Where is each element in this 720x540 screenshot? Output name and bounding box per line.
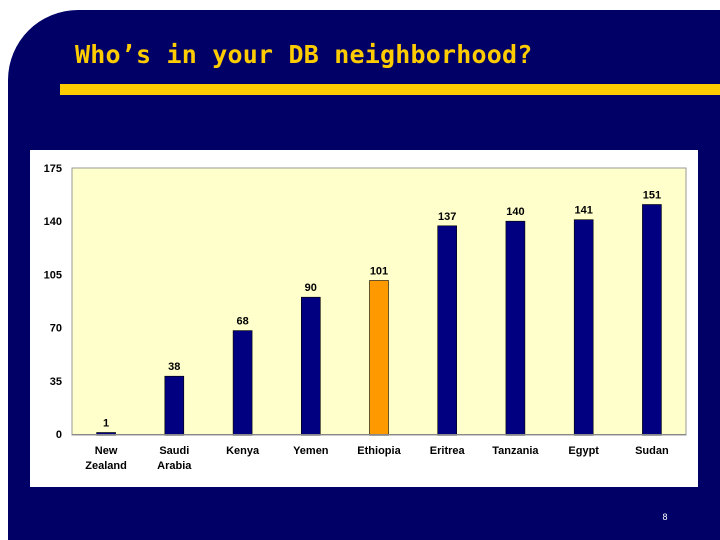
x-tick-label: Arabia	[157, 460, 192, 472]
bar	[232, 330, 253, 436]
chart-panel: 0 35 70 105 140 175 1 38 68 90 101 137 140 141 151 Ne…	[30, 150, 698, 487]
y-tick-label: 0	[56, 429, 62, 441]
bar-value-label: 141	[575, 205, 593, 217]
bar-value-label: 38	[168, 361, 180, 373]
y-tick-label: 70	[50, 323, 62, 335]
title-underline	[60, 84, 720, 95]
bar-value-label: 151	[643, 190, 661, 202]
bar	[505, 220, 526, 436]
bar	[642, 204, 662, 436]
x-tick-label: Sudan	[635, 445, 669, 457]
y-tick-label: 35	[50, 376, 62, 388]
x-axis: New Zealand Saudi Arabia Kenya Yemen Ethiopia E…	[85, 445, 669, 472]
bar	[300, 296, 321, 436]
x-tick-label: Ethiopia	[357, 445, 401, 457]
x-tick-label: Tanzania	[492, 445, 539, 457]
bar	[573, 219, 594, 436]
bar	[437, 225, 458, 436]
bar-series: 1 38 68 90 101 137 140 141 151	[96, 190, 662, 436]
bar-value-label: 140	[506, 206, 524, 218]
x-tick-label: Eritrea	[430, 445, 466, 457]
bar-highlight	[369, 280, 389, 436]
bar-value-label: 68	[236, 316, 248, 328]
y-tick-label: 105	[44, 269, 62, 281]
x-tick-label: Egypt	[568, 445, 599, 457]
bar-chart: 0 35 70 105 140 175 1 38 68 90 101 137 140 141 151 Ne…	[30, 150, 698, 487]
slide-title: Who’s in your DB neighborhood?	[75, 40, 533, 69]
x-tick-label: Yemen	[293, 445, 329, 457]
bar-value-label: 137	[438, 211, 456, 223]
bar-value-label: 90	[305, 282, 317, 294]
bar-value-label: 1	[103, 418, 109, 430]
x-tick-label: New	[95, 445, 118, 457]
y-tick-label: 140	[44, 216, 62, 228]
bar	[164, 375, 185, 436]
x-tick-label: Saudi	[159, 445, 189, 457]
x-tick-label: Zealand	[85, 460, 127, 472]
y-axis: 0 35 70 105 140 175	[44, 163, 62, 441]
y-tick-label: 175	[44, 163, 62, 175]
x-tick-label: Kenya	[226, 445, 260, 457]
bar-value-label: 101	[370, 266, 388, 278]
slide-number: 8	[662, 512, 668, 522]
